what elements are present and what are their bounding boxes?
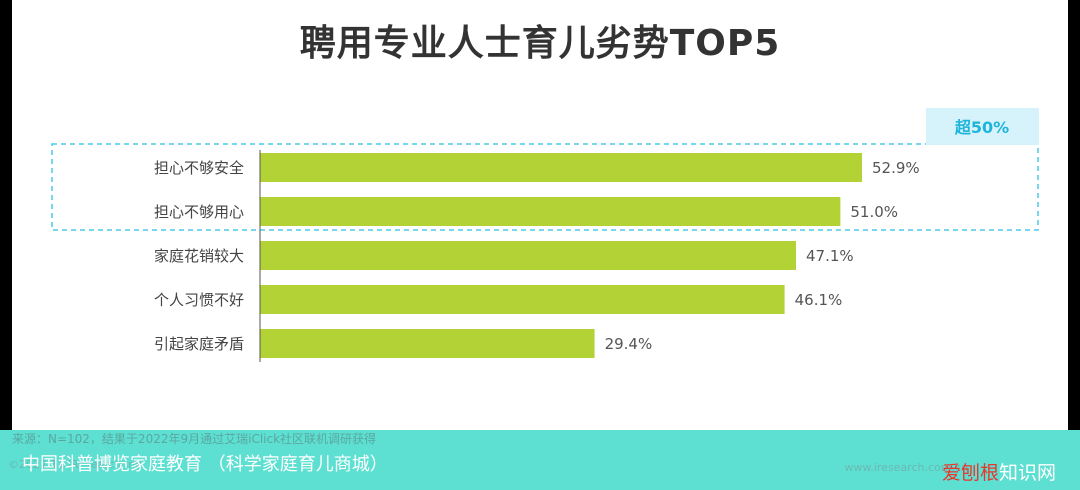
bar — [260, 329, 595, 358]
bar-chart: 超50% 担心不够安全 52.9% 担心不够用心 51.0% 家庭花销较大 47.1% 个人习… — [51, 108, 1039, 362]
value-label: 52.9% — [872, 159, 920, 177]
copyright-note: ©2022.11 iResearch Inc. — [8, 458, 145, 471]
value-label: 51.0% — [850, 203, 898, 221]
bar — [260, 153, 862, 182]
value-label: 47.1% — [806, 247, 854, 265]
chart-title: 聘用专业人士育儿劣势TOP5 — [299, 23, 781, 64]
chart-slide: 聘用专业人士育儿劣势TOP5 超50% 担心不够安全 52.9% 担心不够用心 51.0… — [12, 0, 1068, 490]
value-label: 46.1% — [795, 291, 843, 309]
highlight-badge-label: 超50% — [954, 118, 1009, 137]
watermark-rest: 知识网 — [998, 462, 1056, 484]
site-caption: 中国科普博览家庭教育 （科学家庭育儿商城） — [22, 454, 388, 475]
category-label: 个人习惯不好 — [154, 291, 244, 309]
category-label: 引起家庭矛盾 — [154, 335, 244, 353]
value-label: 29.4% — [605, 335, 653, 353]
faint-url: www.iresearch.com.cn — [844, 461, 968, 474]
highlight-box — [51, 143, 1039, 231]
category-label: 担心不够安全 — [154, 159, 244, 177]
source-note: 来源：N=102，结果于2022年9月通过艾瑞iClick社区联机调研获得 — [12, 432, 377, 446]
watermark-accent: 爱刨根 — [941, 462, 999, 484]
category-label: 家庭花销较大 — [154, 247, 244, 265]
watermark: 爱刨根知识网 — [942, 458, 1056, 485]
bar — [260, 285, 785, 314]
highlight-badge — [926, 108, 1039, 145]
bar — [260, 197, 841, 226]
bottom-caption-bar — [0, 430, 1080, 490]
category-label: 担心不够用心 — [154, 203, 244, 221]
bar — [260, 241, 796, 270]
